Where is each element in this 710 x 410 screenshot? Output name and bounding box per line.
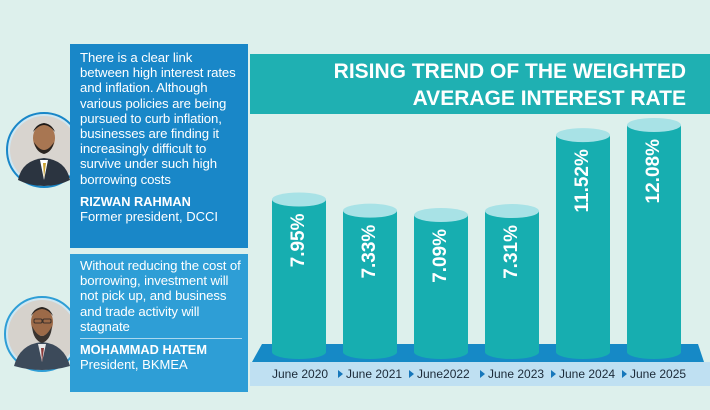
x-tick-label: June2022 xyxy=(417,367,470,381)
x-tick-label: June 2020 xyxy=(272,367,328,381)
chart-title-line-1: RISING TREND OF THE WEIGHTED xyxy=(334,60,686,83)
bar-body xyxy=(272,199,326,359)
data-label: 11.52% xyxy=(572,149,593,212)
x-tick: June 2021 xyxy=(338,367,402,381)
bar-top xyxy=(556,128,610,143)
bar-june-2023: 7.31% xyxy=(485,204,539,359)
x-tick-labels: June 2020 June 2021 June2022 June 2023 June … xyxy=(272,367,686,381)
avatar-mohammad-hatem xyxy=(4,296,80,372)
x-tick-label: June 2021 xyxy=(346,367,402,381)
bar-top xyxy=(627,118,681,132)
quote-card-mohammad-hatem: Without reducing the cost of borrowing, … xyxy=(70,254,248,392)
arrow-icon xyxy=(409,370,414,378)
bar-body xyxy=(414,215,468,359)
bar-june2022: 7.09% xyxy=(414,208,468,359)
data-label: 7.33% xyxy=(359,225,380,279)
bar-top xyxy=(343,203,397,218)
bar-top xyxy=(414,208,468,222)
x-tick: June 2023 xyxy=(480,367,544,381)
quote-text: Without reducing the cost of borrowing, … xyxy=(80,258,241,334)
bar-june-2024: 11.52% xyxy=(556,128,610,359)
x-tick: June 2024 xyxy=(551,367,615,381)
quote-author-name: MOHAMMAD HATEM xyxy=(80,338,242,357)
x-tick-label: June 2023 xyxy=(488,367,544,381)
quote-author-role: President, BKMEA xyxy=(80,357,188,373)
avatar-rizwan-rahman xyxy=(6,112,82,188)
arrow-icon xyxy=(551,370,556,378)
quote-card-rizwan-rahman: There is a clear link between high inter… xyxy=(70,44,248,248)
bar-june-2020: 7.95% xyxy=(272,192,326,359)
chart-title-line-2: AVERAGE INTEREST RATE xyxy=(413,87,686,110)
data-label: 7.31% xyxy=(501,225,522,279)
quote-author-name: RIZWAN RAHMAN xyxy=(80,193,191,209)
arrow-icon xyxy=(338,370,343,378)
data-label: 7.09% xyxy=(430,229,451,283)
chart-title: RISING TREND OF THE WEIGHTED AVERAGE INT… xyxy=(334,60,686,110)
quote-text: There is a clear link between high inter… xyxy=(80,50,236,187)
bar-body xyxy=(485,211,539,359)
arrow-icon xyxy=(622,370,627,378)
bar-june-2021: 7.33% xyxy=(343,203,397,359)
x-tick: June 2020 xyxy=(272,367,328,381)
bar-body xyxy=(627,125,681,359)
bar-top xyxy=(272,192,326,207)
bar-body xyxy=(556,135,610,359)
data-label: 12.08% xyxy=(643,139,664,204)
data-label: 7.95% xyxy=(288,213,309,267)
bar-june-2025: 12.08% xyxy=(627,118,681,359)
bar-top xyxy=(485,204,539,219)
bar-body xyxy=(343,210,397,359)
title-band xyxy=(250,54,710,114)
x-tick-label: June 2025 xyxy=(630,367,686,381)
arrow-icon xyxy=(480,370,485,378)
x-tick-label: June 2024 xyxy=(559,367,615,381)
quote-author-role: Former president, DCCI xyxy=(80,208,218,224)
x-tick: June2022 xyxy=(409,367,470,381)
x-tick: June 2025 xyxy=(622,367,686,381)
bars-group: 7.95% 7.33% 7.09% 7.31% 11.52% 12.08% xyxy=(272,118,681,359)
